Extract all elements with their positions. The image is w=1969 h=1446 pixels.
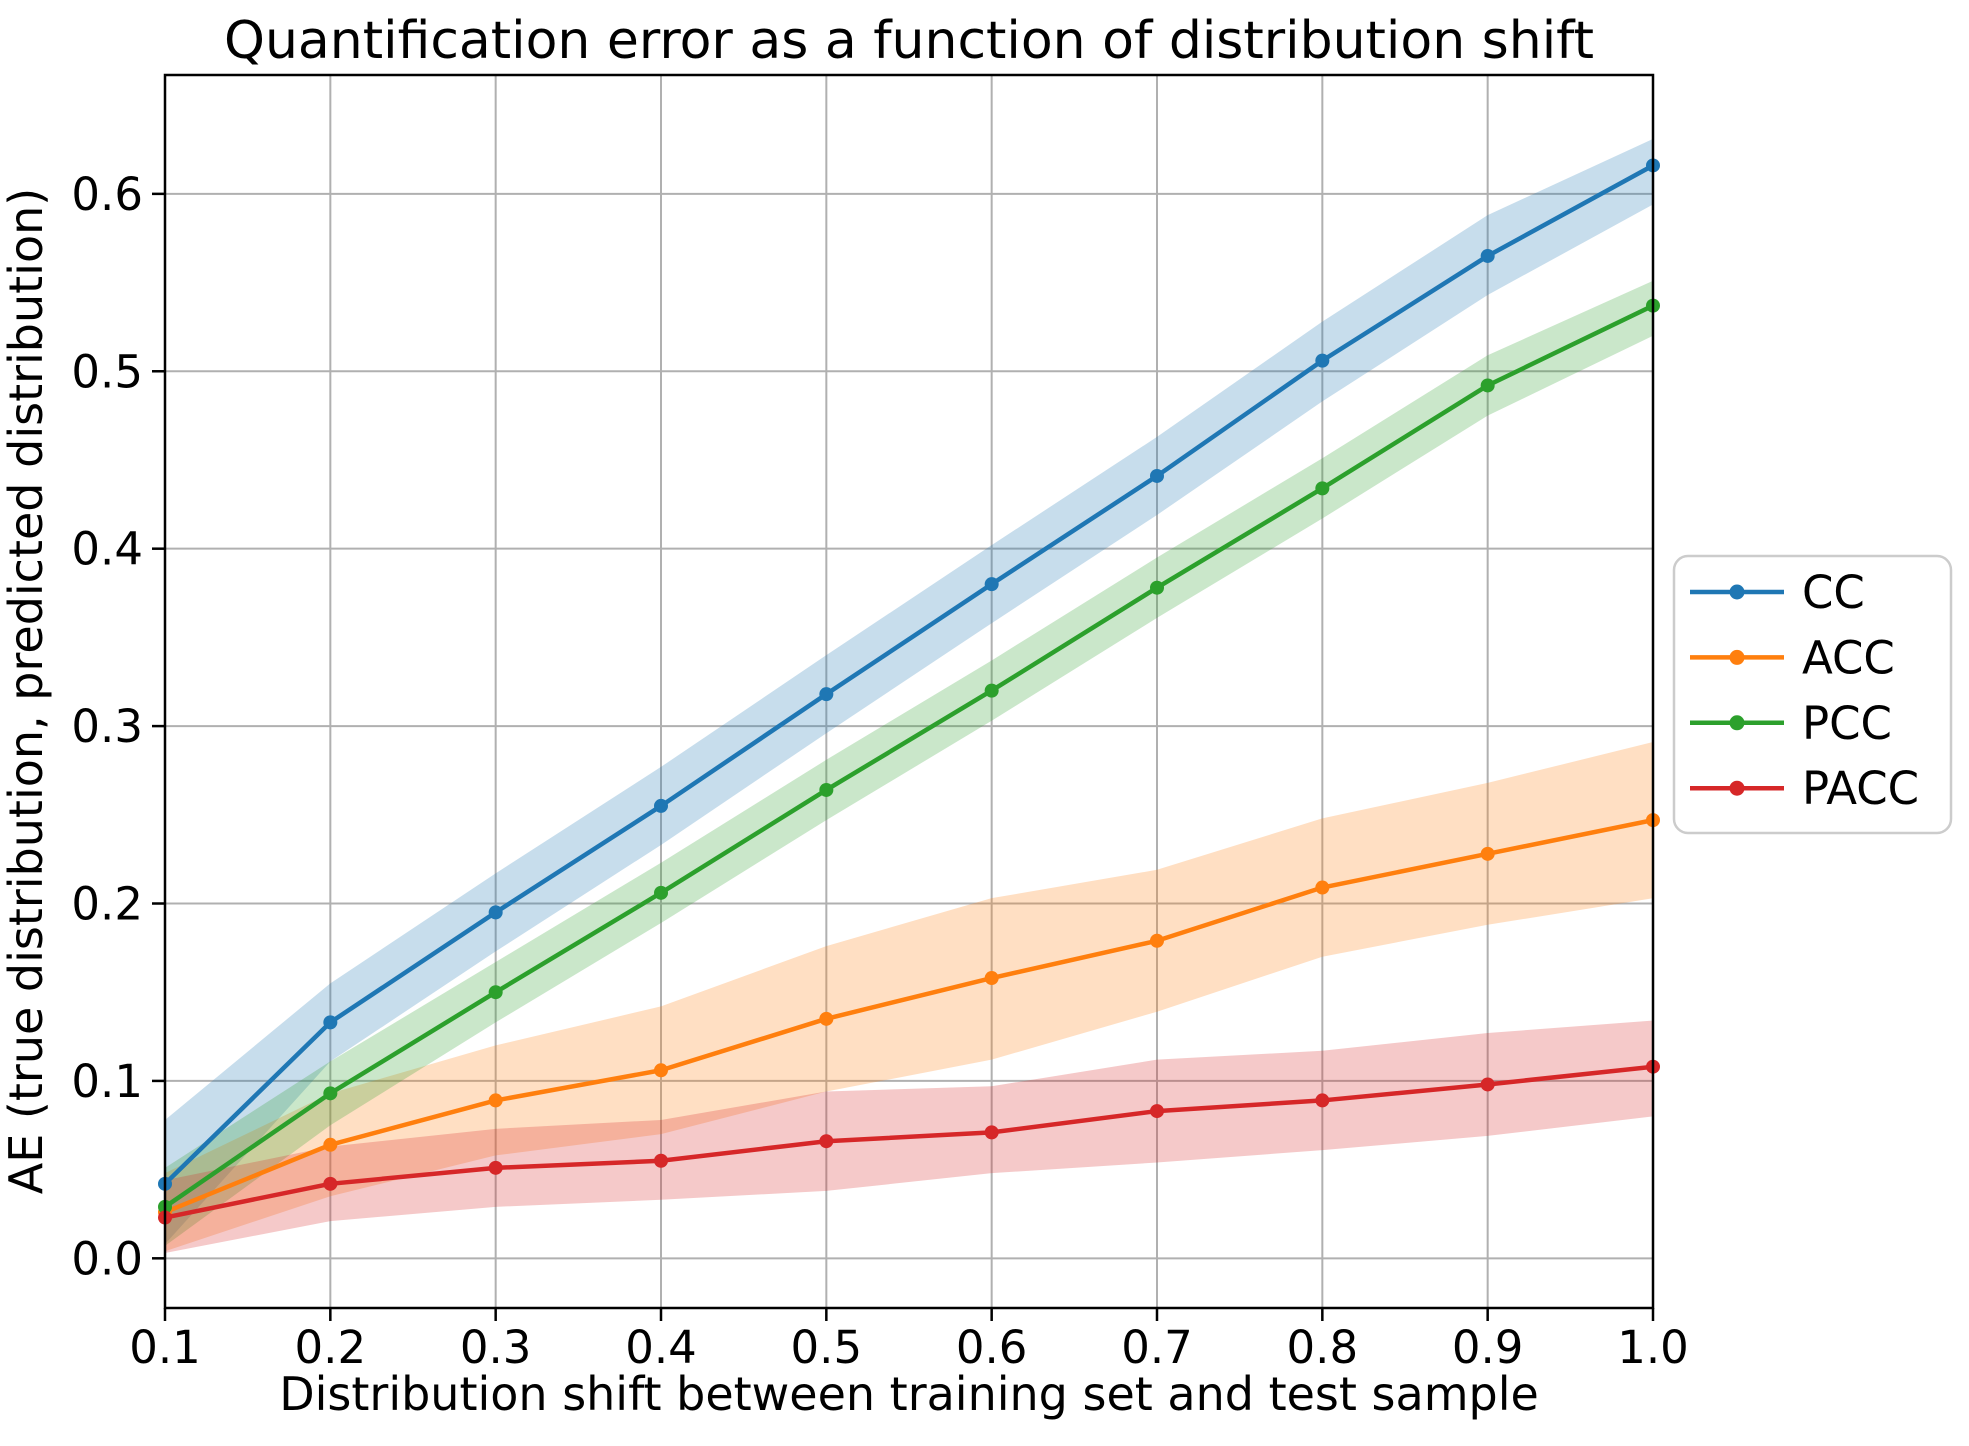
y-tick-label: 0.5 [71, 345, 143, 398]
data-point-pacc [984, 1125, 999, 1140]
series-line-acc [162, 817, 1656, 1215]
x-tick-label: 0.8 [1287, 1321, 1359, 1374]
chart-title: Quantification error as a function of di… [224, 11, 1594, 71]
data-point-acc [984, 971, 999, 986]
series-pcc [158, 298, 1660, 1214]
y-tick-label: 0.2 [71, 878, 143, 931]
legend-item-cc: CC [1690, 566, 1865, 619]
y-tick-label: 0.4 [71, 523, 143, 576]
legend-item-pcc: PCC [1690, 697, 1892, 750]
legend-label-pacc: PACC [1802, 762, 1919, 815]
x-tick-label: 0.7 [1121, 1321, 1193, 1374]
data-point-pcc [323, 1086, 338, 1101]
y-tick-label: 0.3 [71, 700, 143, 753]
data-point-cc [1315, 353, 1330, 368]
plot-area: 0.1 0.2 0.3 0.4 0.5 0.6 0.7 0.8 0.9 1.0 0.0 0.1 0.2 0… [71, 73, 1689, 1374]
legend: CC ACC PCC PACC [1672, 554, 1953, 835]
data-point-pcc [1480, 378, 1495, 393]
data-point-cc [819, 687, 834, 702]
legend-label-cc: CC [1802, 566, 1865, 619]
series-pacc [158, 1059, 1660, 1225]
data-point-acc [488, 1093, 503, 1108]
data-point-pacc [1315, 1093, 1330, 1108]
x-tick-label: 0.9 [1452, 1321, 1524, 1374]
series-cc [158, 158, 1660, 1191]
data-point-cc [488, 905, 503, 920]
x-tick-label: 0.2 [295, 1321, 367, 1374]
data-point-acc [323, 1137, 338, 1152]
data-point-pcc [1150, 580, 1164, 595]
data-point-pcc [819, 782, 834, 797]
data-point-acc [1315, 880, 1330, 895]
x-tick-label: 0.4 [625, 1321, 697, 1374]
y-tick-label: 0.0 [71, 1232, 143, 1285]
x-tick-label: 0.5 [791, 1321, 863, 1374]
plot-border [163, 73, 1655, 1310]
y-tick-label: 0.6 [71, 168, 143, 221]
data-point-pacc [654, 1153, 668, 1168]
data-point-pacc [819, 1134, 834, 1149]
data-point-acc [819, 1011, 834, 1026]
confidence-band-pcc [165, 280, 1653, 1246]
data-point-cc [323, 1015, 338, 1030]
data-point-acc [1150, 933, 1164, 948]
data-point-pacc [1480, 1077, 1495, 1092]
x-tick-label: 0.6 [956, 1321, 1028, 1374]
data-point-cc [984, 577, 999, 592]
data-point-cc [654, 798, 668, 813]
legend-label-acc: ACC [1802, 631, 1895, 684]
y-tick-label: 0.1 [71, 1055, 143, 1108]
data-point-pacc [323, 1176, 338, 1191]
data-point-pacc [1150, 1104, 1164, 1119]
confidence-band-cc [165, 138, 1653, 1245]
data-point-pcc [654, 885, 668, 900]
legend-marker-acc [1729, 649, 1745, 665]
legend-box [1672, 554, 1953, 835]
data-point-acc [1480, 846, 1495, 861]
x-axis-label: Distribution shift between training set … [279, 1367, 1539, 1421]
data-point-pacc [488, 1160, 503, 1175]
data-point-pcc [984, 683, 999, 698]
series-line-pcc [162, 303, 1656, 1210]
data-point-pcc [488, 985, 503, 1000]
series-line-pacc [162, 1064, 1656, 1220]
data-point-acc [654, 1063, 668, 1078]
y-axis-label: AE (true distribution, predicted distrib… [0, 188, 53, 1194]
legend-marker-pcc [1729, 715, 1745, 731]
x-tick-label: 1.0 [1617, 1321, 1689, 1374]
data-point-cc [1480, 248, 1495, 263]
data-point-cc [1150, 468, 1164, 483]
x-tick-label: 0.3 [460, 1321, 532, 1374]
legend-label-pcc: PCC [1802, 697, 1892, 750]
legend-item-acc: ACC [1690, 631, 1895, 684]
legend-marker-cc [1729, 584, 1745, 600]
x-tick-label: 0.1 [129, 1321, 201, 1374]
legend-item-pacc: PACC [1690, 762, 1919, 815]
data-point-pcc [1315, 481, 1330, 496]
legend-marker-pacc [1729, 780, 1745, 796]
series-line-cc [162, 163, 1656, 1187]
